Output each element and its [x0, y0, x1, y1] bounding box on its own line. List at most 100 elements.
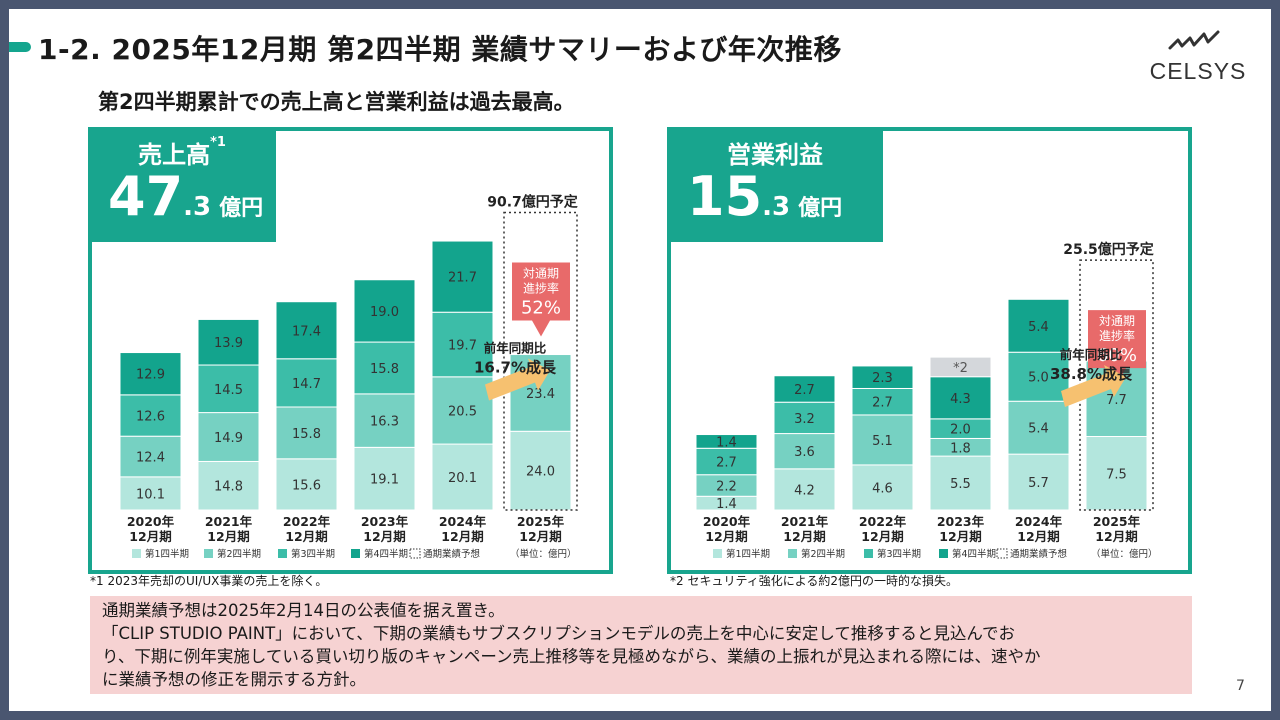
note-line-4: に業績予想の修正を開示する方針。: [102, 670, 366, 689]
bar-segment: [275, 458, 338, 511]
bar-value-label: 2.7: [872, 396, 893, 411]
bar-value-label: 1.4: [716, 435, 737, 450]
bar-segment: [929, 376, 992, 420]
progress-badge-label: 対通期: [1099, 314, 1135, 328]
bar-segment: [431, 376, 494, 445]
bar-segment: [509, 430, 572, 511]
bar-segment: [353, 341, 416, 395]
revenue-kpi-label: 売上高: [138, 141, 211, 169]
category-period-label: 12月期: [939, 529, 981, 544]
category-period-label: 12月期: [207, 529, 249, 544]
category-period-label: 12月期: [1095, 529, 1137, 544]
legend-swatch: [939, 549, 948, 558]
bar-segment: [431, 311, 494, 378]
legend-label: 第2四半期: [801, 548, 845, 560]
legend-label: 通期業績予想: [1010, 548, 1068, 560]
revenue-footnote: *1 2023年売却のUI/UX事業の売上を除く。: [90, 574, 328, 588]
bar-value-label: 19.0: [370, 305, 399, 320]
bar-value-label: 2.2: [716, 480, 737, 495]
legend-swatch: [204, 549, 213, 558]
bar-segment: [353, 279, 416, 343]
legend-swatch: [864, 549, 873, 558]
legend-swatch: [788, 549, 797, 558]
bar-segment: [431, 443, 494, 511]
progress-badge-value: 52%: [521, 298, 561, 319]
bar-segment: [197, 318, 260, 366]
category-year-label: 2020年: [127, 514, 175, 529]
revenue-kpi-box: 売上高*1 47.3 億円: [88, 127, 276, 242]
legend-swatch: [713, 549, 722, 558]
bar-value-label: 5.7: [1028, 476, 1049, 491]
bar-value-label: 15.8: [292, 427, 321, 442]
bar-value-label: 19.7: [448, 339, 477, 354]
growth-label: 前年同期比: [1060, 347, 1123, 362]
legend-label: 第3四半期: [291, 548, 335, 560]
bar-segment: [851, 387, 914, 416]
growth-arrow: [485, 358, 550, 401]
legend-label: 通期業績予想: [423, 548, 481, 560]
special-loss-segment: [929, 356, 992, 378]
bar-value-label: 2.7: [794, 383, 815, 398]
category-year-label: 2021年: [781, 514, 829, 529]
bar-segment: [353, 446, 416, 511]
bar-value-label: 19.1: [370, 473, 399, 488]
bar-value-label: 14.5: [214, 383, 243, 398]
logo-text: CELSYS: [1149, 58, 1247, 84]
revenue-kpi-footnote-mark: *1: [210, 135, 226, 150]
bar-value-label: 5.0: [1028, 371, 1049, 386]
category-period-label: 12月期: [129, 529, 171, 544]
progress-badge: [512, 262, 570, 337]
bar-segment: [1007, 351, 1070, 402]
celsys-logo: CELSYS: [1148, 28, 1248, 88]
operating-income-kpi-integer: 15: [687, 165, 763, 228]
legend-swatch: [351, 549, 360, 558]
category-period-label: 12月期: [705, 529, 747, 544]
page-number: 7: [1236, 678, 1245, 694]
bar-segment: [929, 455, 992, 511]
bar-segment: [1007, 453, 1070, 511]
forecast-label: 25.5億円予定: [1063, 241, 1154, 258]
bar-value-label: 1.4: [716, 497, 737, 512]
forecast-box: [503, 211, 578, 511]
bar-value-label: 20.1: [448, 471, 477, 486]
bar-value-label: 21.7: [448, 271, 477, 286]
progress-badge-label: 進捗率: [1099, 328, 1135, 343]
bar-segment: [275, 406, 338, 460]
bar-segment: [119, 352, 182, 396]
page-title: 1-2. 2025年12月期 第2四半期 業績サマリーおよび年次推移: [38, 33, 842, 66]
bar-value-label: 10.1: [136, 487, 165, 502]
logo-mark-icon: [1168, 30, 1220, 50]
bar-segment: [275, 358, 338, 408]
growth-value: 16.7%成長: [474, 359, 557, 377]
bar-value-label: 3.6: [794, 445, 815, 460]
bar-segment: [773, 375, 836, 403]
category-year-label: 2023年: [361, 514, 409, 529]
bar-segment: [1085, 436, 1148, 511]
category-year-label: 2021年: [205, 514, 253, 529]
operating-income-footnote: *2 セキュリティ強化による約2億円の一時的な損失。: [670, 574, 959, 588]
bar-value-label: 24.0: [526, 465, 555, 480]
bar-value-label: 5.4: [1028, 422, 1049, 437]
operating-income-kpi-unit: 億円: [798, 196, 843, 221]
category-period-label: 12月期: [783, 529, 825, 544]
bar-segment: [1007, 298, 1070, 353]
legend-label: 第3四半期: [877, 548, 921, 560]
bar-value-label: 17.4: [292, 324, 321, 339]
category-year-label: 2020年: [703, 514, 751, 529]
bar-segment: [773, 433, 836, 470]
revenue-panel: 売上高*1 47.3 億円 10.1 12.4 12.6 12.9 2020年 12月期 14…: [88, 127, 613, 574]
bar-segment: [197, 364, 260, 414]
legend-label: 第4四半期: [952, 548, 996, 560]
legend-swatch: [132, 549, 141, 558]
operating-income-kpi-decimal: .3: [762, 192, 791, 222]
operating-income-panel: 営業利益 15.3 億円 1.4 2.2 2.7 1.4 2020年 12月期 4.2 3.6 3…: [667, 127, 1192, 574]
bar-value-label: 5.1: [872, 434, 893, 449]
legend-unit: （単位：億円）: [1091, 548, 1158, 560]
bar-segment: [773, 401, 836, 435]
bar-value-label: 13.9: [214, 336, 243, 351]
title-accent-bar: [9, 42, 31, 52]
category-period-label: 12月期: [285, 529, 327, 544]
bar-value-label: 7.5: [1106, 467, 1127, 482]
category-year-label: 2023年: [937, 514, 985, 529]
